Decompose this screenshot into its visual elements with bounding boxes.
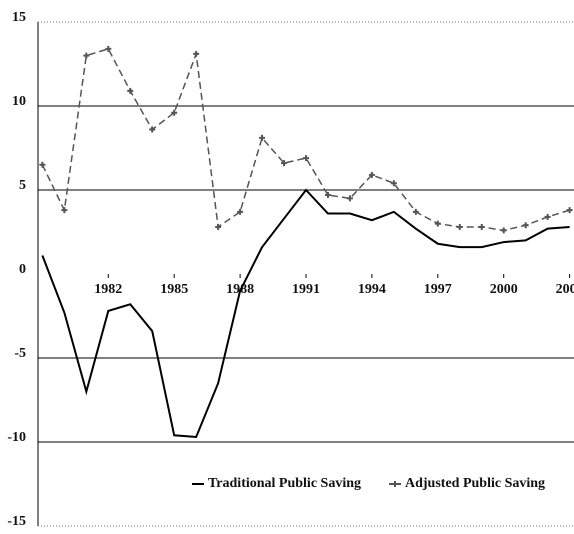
marker xyxy=(215,223,222,230)
marker xyxy=(456,223,463,230)
x-tick-label: 2003 xyxy=(556,282,574,297)
marker xyxy=(303,155,309,162)
marker xyxy=(193,50,200,57)
marker xyxy=(237,208,244,215)
legend-label: Adjusted Public Saving xyxy=(405,476,545,491)
y-tick-label: -5 xyxy=(14,346,26,361)
series-line xyxy=(41,47,570,232)
series-line xyxy=(41,188,570,439)
marker xyxy=(478,223,485,230)
marker xyxy=(390,180,397,187)
y-tick-label: 0 xyxy=(19,262,26,277)
marker xyxy=(61,207,68,214)
x-tick-label: 1982 xyxy=(94,282,122,297)
marker xyxy=(368,171,375,178)
x-tick-label: 1985 xyxy=(160,282,188,297)
y-tick-label: 15 xyxy=(12,10,26,25)
marker xyxy=(544,213,551,220)
marker xyxy=(171,109,178,116)
x-tick-label: 1991 xyxy=(292,282,320,297)
y-tick-label: -10 xyxy=(7,430,26,445)
y-tick-label: -15 xyxy=(7,514,26,529)
x-tick-label: 2000 xyxy=(490,282,518,297)
x-tick-label: 1997 xyxy=(424,282,452,297)
marker xyxy=(434,220,441,227)
marker xyxy=(324,192,331,199)
marker xyxy=(149,126,156,133)
marker xyxy=(83,52,90,59)
marker xyxy=(412,208,419,215)
marker xyxy=(281,160,288,167)
y-tick-label: 10 xyxy=(12,94,26,109)
marker xyxy=(392,481,398,487)
marker xyxy=(127,87,134,94)
marker xyxy=(105,45,112,52)
marker xyxy=(500,227,507,234)
marker xyxy=(346,195,353,202)
marker xyxy=(39,161,46,168)
x-tick-label: 1994 xyxy=(358,282,386,297)
y-tick-label: 5 xyxy=(19,178,26,193)
marker xyxy=(259,134,266,141)
marker xyxy=(522,222,529,229)
legend-label: Traditional Public Saving xyxy=(208,476,361,491)
marker xyxy=(566,207,573,214)
